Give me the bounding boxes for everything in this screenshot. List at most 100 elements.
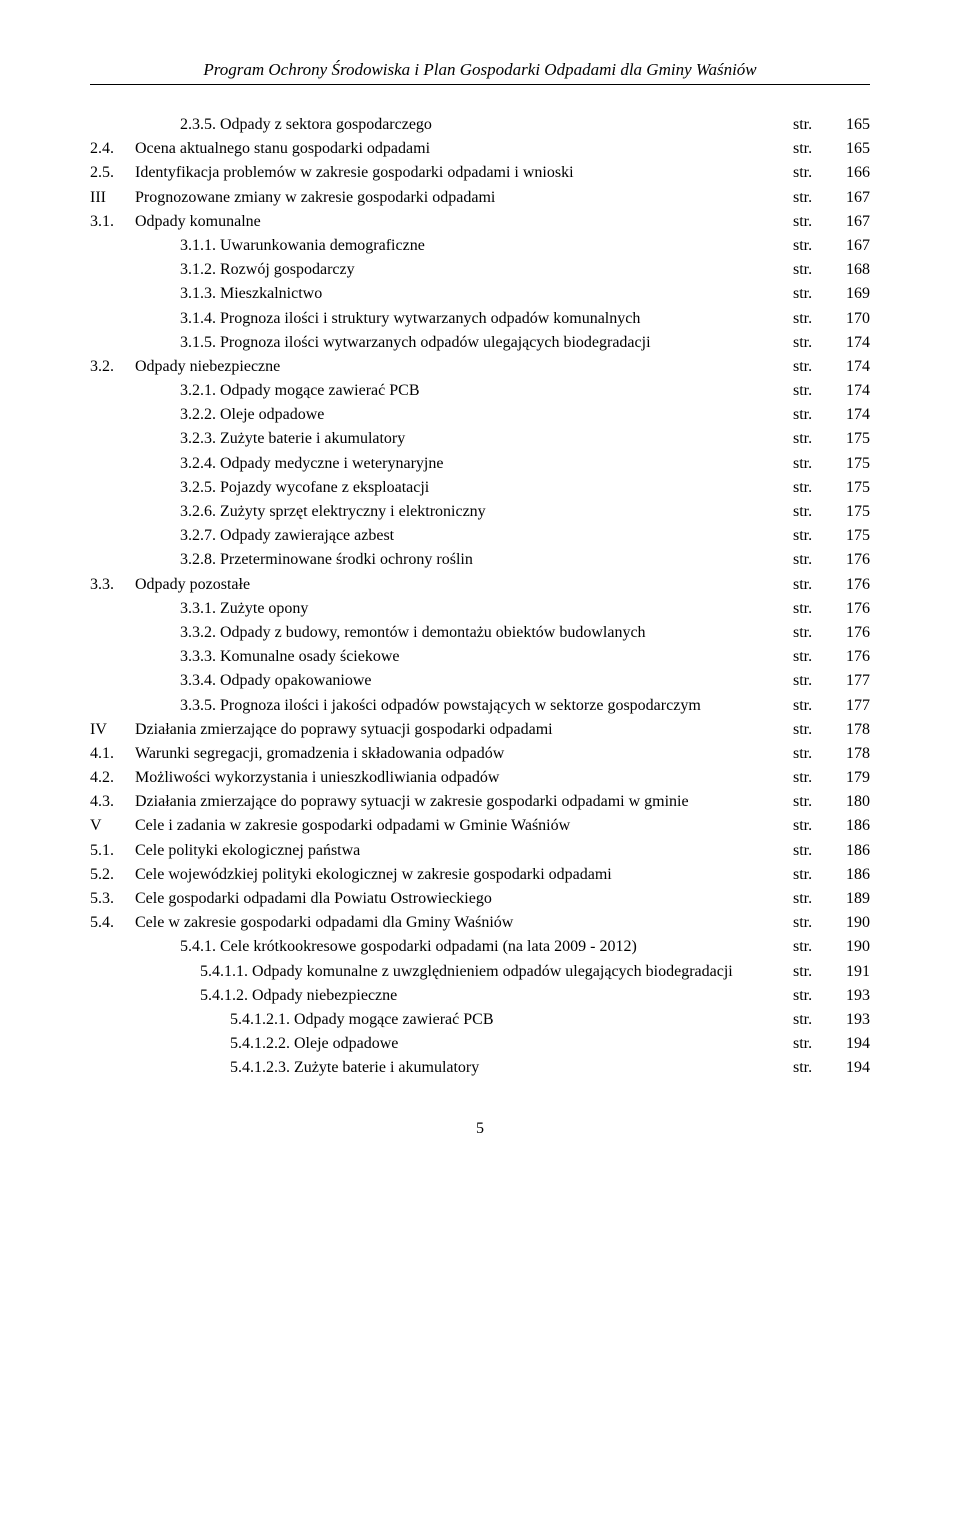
toc-number: 4.2. [90, 766, 135, 789]
toc-title: Odpady komunalne [135, 210, 793, 233]
toc-str-label: str. [793, 669, 828, 692]
toc-page: 176 [828, 597, 870, 620]
toc-str-label: str. [793, 427, 828, 450]
toc-inline-number: 3.3.3. [180, 648, 220, 665]
toc-row: 3.3.4. Odpady opakowaniowestr.177 [90, 669, 870, 692]
toc-page: 194 [828, 1032, 870, 1055]
toc-page: 176 [828, 548, 870, 571]
toc-page: 175 [828, 427, 870, 450]
toc-title: 3.1.1. Uwarunkowania demograficzne [135, 234, 793, 257]
toc-inline-number: 3.1.3. [180, 285, 220, 302]
toc-page: 178 [828, 742, 870, 765]
toc-row: 3.1.3. Mieszkalnictwostr.169 [90, 282, 870, 305]
toc-str-label: str. [793, 500, 828, 523]
toc-title: 2.3.5. Odpady z sektora gospodarczego [135, 113, 793, 136]
toc-inline-number: 3.3.1. [180, 600, 220, 617]
toc-str-label: str. [793, 863, 828, 886]
toc-row: 3.1.2. Rozwój gospodarczystr.168 [90, 258, 870, 281]
toc-inline-title: Odpady medyczne i weterynaryjne [220, 455, 443, 472]
toc-row: 3.3.2. Odpady z budowy, remontów i demon… [90, 621, 870, 644]
toc-inline-number: 3.3.2. [180, 624, 220, 641]
toc-title: 5.4.1. Cele krótkookresowe gospodarki od… [135, 935, 793, 958]
toc-inline-title: Odpady opakowaniowe [220, 672, 372, 689]
toc-title: 5.4.1.2.2. Oleje odpadowe [135, 1032, 793, 1055]
toc-str-label: str. [793, 476, 828, 499]
toc-page: 175 [828, 476, 870, 499]
toc-row: 3.1.5. Prognoza ilości wytwarzanych odpa… [90, 331, 870, 354]
toc-str-label: str. [793, 307, 828, 330]
toc-inline-title: Oleje odpadowe [220, 406, 324, 423]
toc-str-label: str. [793, 887, 828, 910]
toc-str-label: str. [793, 210, 828, 233]
toc-row: 5.4.1. Cele krótkookresowe gospodarki od… [90, 935, 870, 958]
toc-str-label: str. [793, 1008, 828, 1031]
toc-row: VCele i zadania w zakresie gospodarki od… [90, 814, 870, 837]
toc-title: 3.2.8. Przeterminowane środki ochrony ro… [135, 548, 793, 571]
toc-page: 193 [828, 1008, 870, 1031]
toc-str-label: str. [793, 573, 828, 596]
toc-str-label: str. [793, 355, 828, 378]
toc-str-label: str. [793, 694, 828, 717]
toc-row: 3.3.5. Prognoza ilości i jakości odpadów… [90, 694, 870, 717]
toc-inline-title: Oleje odpadowe [294, 1035, 398, 1052]
toc-str-label: str. [793, 935, 828, 958]
toc-str-label: str. [793, 113, 828, 136]
toc-page: 180 [828, 790, 870, 813]
toc-page: 175 [828, 500, 870, 523]
toc-str-label: str. [793, 839, 828, 862]
toc-number: 5.1. [90, 839, 135, 862]
toc-inline-number: 5.4.1.1. [200, 963, 252, 980]
toc-inline-number: 5.4.1. [180, 938, 220, 955]
toc-title: 5.4.1.2.1. Odpady mogące zawierać PCB [135, 1008, 793, 1031]
toc-page: 167 [828, 210, 870, 233]
toc-page: 190 [828, 935, 870, 958]
page-footer-number: 5 [90, 1120, 870, 1138]
toc-str-label: str. [793, 331, 828, 354]
toc-inline-title: Prognoza ilości wytwarzanych odpadów ule… [220, 334, 651, 351]
toc-page: 175 [828, 452, 870, 475]
toc-row: 3.1.1. Uwarunkowania demograficznestr.16… [90, 234, 870, 257]
toc-inline-title: Zużyte baterie i akumulatory [294, 1059, 479, 1076]
toc-title: Warunki segregacji, gromadzenia i składo… [135, 742, 793, 765]
toc-title: 3.2.7. Odpady zawierające azbest [135, 524, 793, 547]
toc-inline-title: Zużyte baterie i akumulatory [220, 430, 405, 447]
toc-title: 5.4.1.1. Odpady komunalne z uwzględnieni… [135, 960, 793, 983]
toc-row: 3.2.4. Odpady medyczne i weterynaryjnest… [90, 452, 870, 475]
toc-title: 3.2.3. Zużyte baterie i akumulatory [135, 427, 793, 450]
toc-page: 166 [828, 161, 870, 184]
toc-row: 4.1.Warunki segregacji, gromadzenia i sk… [90, 742, 870, 765]
toc-page: 165 [828, 113, 870, 136]
toc-row: 2.4.Ocena aktualnego stanu gospodarki od… [90, 137, 870, 160]
toc-row: 3.2.5. Pojazdy wycofane z eksploatacjist… [90, 476, 870, 499]
toc-inline-title: Odpady niebezpieczne [252, 987, 397, 1004]
toc-str-label: str. [793, 403, 828, 426]
toc-inline-title: Przeterminowane środki ochrony roślin [220, 551, 473, 568]
toc-page: 167 [828, 234, 870, 257]
toc-page: 186 [828, 863, 870, 886]
toc-inline-number: 3.2.3. [180, 430, 220, 447]
toc-row: 3.3.1. Zużyte oponystr.176 [90, 597, 870, 620]
toc-number: 4.3. [90, 790, 135, 813]
toc-title: Możliwości wykorzystania i unieszkodliwi… [135, 766, 793, 789]
toc-row: 3.2.8. Przeterminowane środki ochrony ro… [90, 548, 870, 571]
toc-inline-number: 3.2.6. [180, 503, 220, 520]
toc-row: 5.4.Cele w zakresie gospodarki odpadami … [90, 911, 870, 934]
toc-inline-title: Komunalne osady ściekowe [220, 648, 400, 665]
toc-page: 193 [828, 984, 870, 1007]
toc-inline-title: Pojazdy wycofane z eksploatacji [220, 479, 429, 496]
toc-row: 5.3.Cele gospodarki odpadami dla Powiatu… [90, 887, 870, 910]
toc-page: 168 [828, 258, 870, 281]
page-header-title: Program Ochrony Środowiska i Plan Gospod… [90, 60, 870, 80]
toc-str-label: str. [793, 645, 828, 668]
toc-str-label: str. [793, 379, 828, 402]
toc-page: 194 [828, 1056, 870, 1079]
toc-page: 167 [828, 186, 870, 209]
toc-str-label: str. [793, 161, 828, 184]
toc-number: V [90, 814, 135, 837]
toc-str-label: str. [793, 524, 828, 547]
table-of-contents: 2.3.5. Odpady z sektora gospodarczegostr… [90, 113, 870, 1080]
toc-title: 5.4.1.2. Odpady niebezpieczne [135, 984, 793, 1007]
toc-page: 174 [828, 379, 870, 402]
toc-inline-title: Odpady z budowy, remontów i demontażu ob… [220, 624, 646, 641]
toc-row: 5.4.1.2.1. Odpady mogące zawierać PCBstr… [90, 1008, 870, 1031]
